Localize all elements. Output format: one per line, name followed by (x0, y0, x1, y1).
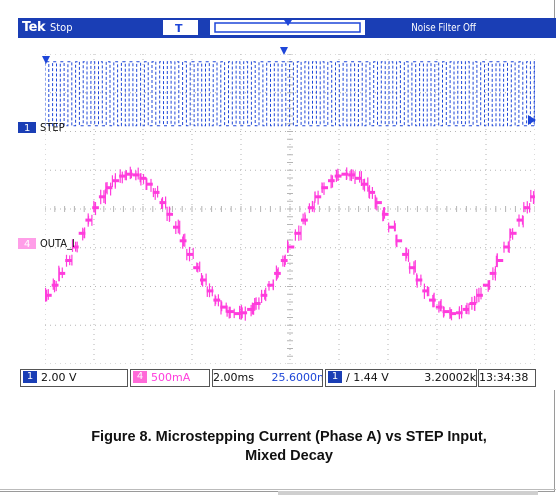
caption-line-1: Figure 8. Microstepping Current (Phase A… (91, 429, 487, 445)
clock-readout: 13:34:38 (478, 369, 536, 387)
horizontal-reference-arrow (42, 56, 50, 64)
figure-caption: Figure 8. Microstepping Current (Phase A… (22, 428, 556, 466)
time-position: 25.6000ms (271, 371, 322, 384)
svg-text:4: 4 (24, 239, 30, 250)
brand-logo: Tek (22, 20, 46, 35)
oscilloscope-screen: Tek Stop T Noise Filter Off 1 STEP 4 OUT… (18, 18, 556, 390)
trigger-t-icon: T (175, 22, 183, 35)
trigger-frequency: 3.20002kHz (424, 371, 477, 384)
timebase-readout: 2.00ms 25.6000ms (212, 369, 323, 387)
ch4-label: OUTA_I (40, 237, 75, 250)
ch1-marker: 1 (18, 122, 36, 134)
waveform-plot (45, 54, 535, 364)
svg-text:1: 1 (24, 123, 30, 134)
trigger-level: ∕ 1.44 V (346, 371, 389, 384)
ch1-scale-readout: 1 2.00 V (20, 369, 128, 387)
time-scale: 2.00ms (213, 371, 254, 384)
status-bar: Tek Stop T Noise Filter Off (18, 18, 556, 38)
trigger-level-arrow (528, 115, 536, 125)
trigger-position-box: T (163, 20, 198, 35)
ch1-label: STEP (40, 121, 65, 134)
run-state: Stop (50, 21, 73, 34)
record-window-icon (214, 20, 361, 33)
ch4-scale-readout: 4 500mA (130, 369, 210, 387)
step-trace (45, 61, 535, 127)
next-figure-edge (278, 491, 538, 495)
noise-filter-status: Noise Filter Off (411, 21, 476, 34)
trigger-time-arrow (280, 47, 288, 55)
svg-text:T: T (175, 22, 183, 35)
caption-line-2: Mixed Decay (245, 448, 333, 464)
page-divider (0, 489, 556, 490)
channel-markers: 1 STEP 4 OUTA_I (18, 47, 536, 250)
trigger-readout: 1∕ 1.44 V 3.20002kHz (325, 369, 477, 387)
ch4-marker: 4 (18, 238, 36, 250)
record-overview (210, 20, 365, 35)
